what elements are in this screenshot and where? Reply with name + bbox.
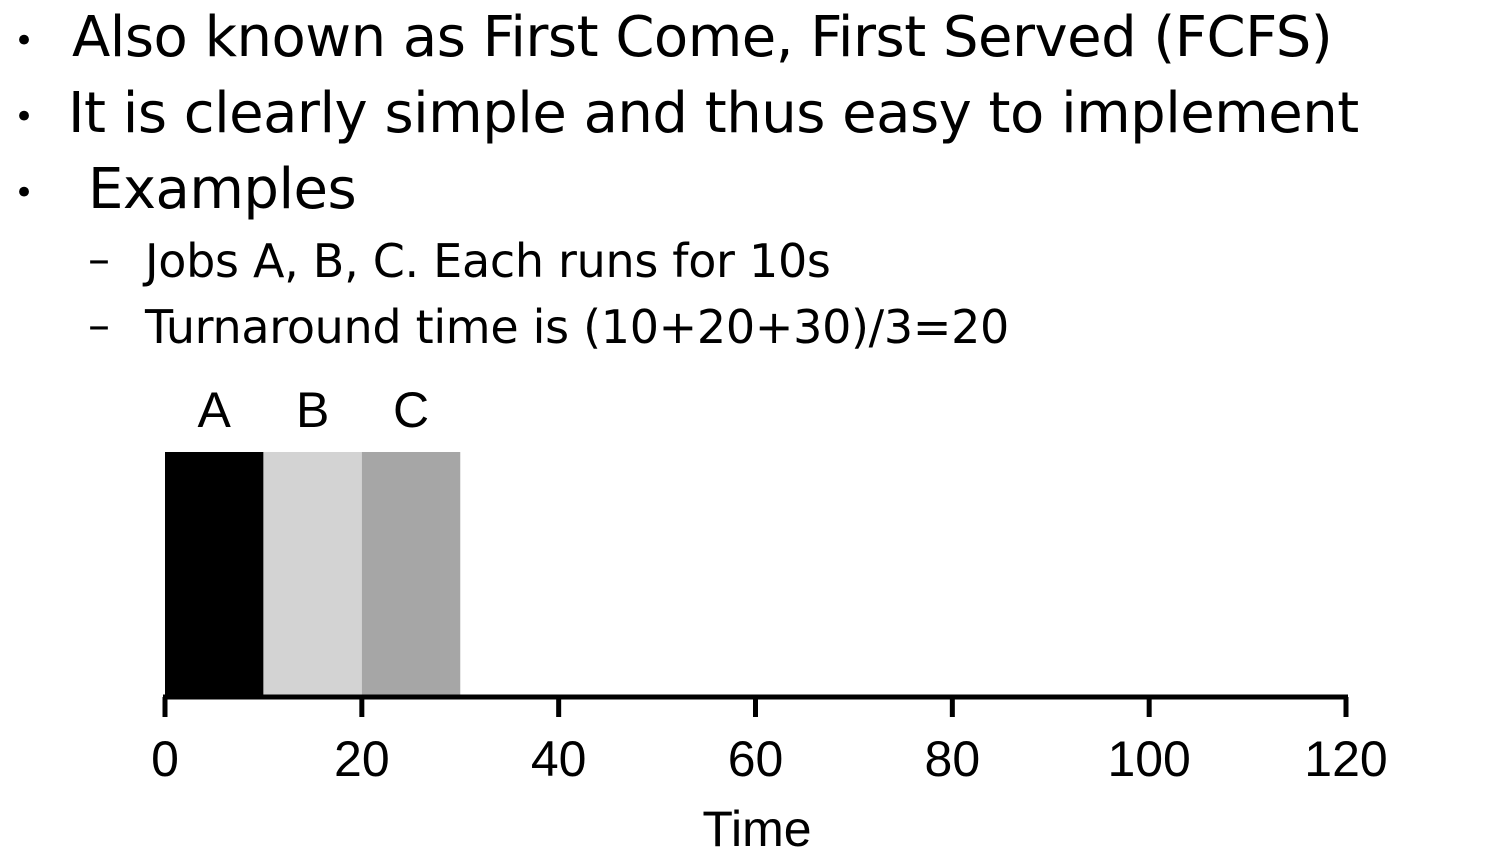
sub-bullet-dash: –	[88, 300, 110, 351]
bullet-dot: •	[14, 97, 35, 137]
sub-bullet-text: Jobs A, B, C. Each runs for 10s	[145, 234, 831, 288]
x-tick-label: 80	[925, 731, 981, 787]
job-label-b: B	[296, 382, 329, 438]
x-tick-label: 120	[1304, 731, 1387, 787]
bullet-text: Examples	[88, 157, 357, 222]
bullet-text: It is clearly simple and thus easy to im…	[68, 81, 1359, 146]
job-bars	[165, 452, 461, 697]
x-tick-label: 100	[1107, 731, 1190, 787]
x-axis-label: Time	[702, 801, 811, 857]
bullet-dot: •	[14, 21, 35, 61]
sub-bullet-dash: –	[88, 234, 110, 285]
job-labels: A B C	[198, 382, 430, 438]
x-tick-label: 60	[728, 731, 784, 787]
job-bar-a	[165, 452, 264, 697]
time-axis: 0 20 40 60 80 100 120	[151, 694, 1388, 787]
x-tick-label: 0	[151, 731, 179, 787]
sub-bullet-text: Turnaround time is (10+20+30)/3=20	[145, 300, 1010, 354]
job-label-c: C	[393, 382, 429, 438]
job-bar-c	[361, 452, 461, 697]
job-bar-b	[263, 452, 362, 697]
job-label-a: A	[198, 382, 232, 438]
fcfs-timeline-chart: A B C 0 20 40 60 80 100 120 Time	[151, 382, 1388, 857]
x-tick-label: 20	[334, 731, 390, 787]
bullet-text: Also known as First Come, First Served (…	[72, 5, 1333, 70]
bullet-dot: •	[14, 173, 35, 213]
x-tick-label: 40	[531, 731, 587, 787]
